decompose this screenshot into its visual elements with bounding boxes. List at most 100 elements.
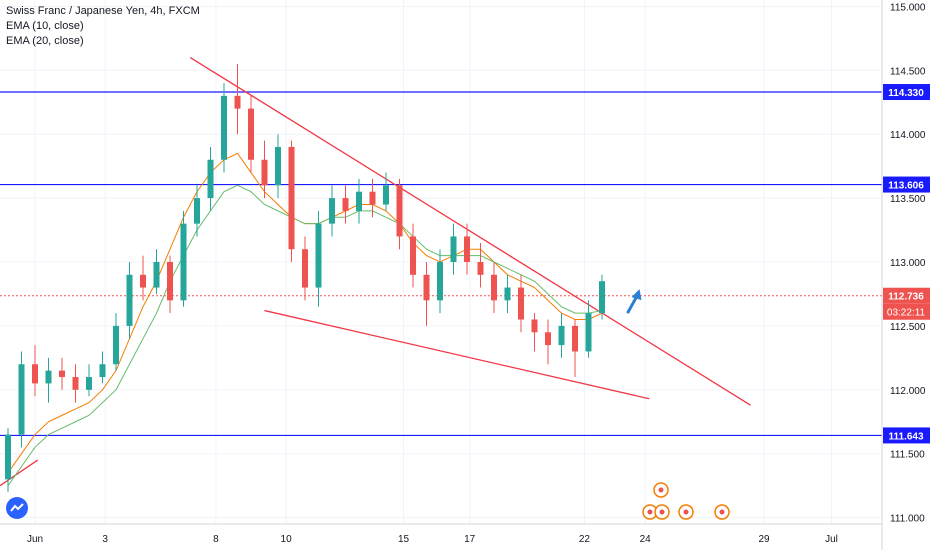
candle-body <box>140 274 146 288</box>
candle-body <box>113 325 119 365</box>
candle-body <box>572 325 578 352</box>
candle-body <box>221 95 227 160</box>
candle-body <box>558 325 565 346</box>
trendlines <box>0 56 751 487</box>
legend-ema10: EMA (10, close) <box>6 20 84 32</box>
y-tick-label: 111.000 <box>890 514 925 525</box>
event-markers <box>642 482 730 520</box>
candle-body <box>356 191 362 211</box>
price-label-box <box>883 427 930 444</box>
candle-body <box>194 198 200 224</box>
candle-body <box>599 281 605 314</box>
candle-body <box>248 108 254 160</box>
price-label-text: 111.643 <box>888 431 923 442</box>
candle-body <box>491 274 497 301</box>
y-tick-label: 114.000 <box>890 130 926 141</box>
price-label-box <box>883 287 930 304</box>
chart-legend: Swiss Franc / Japanese Yen, 4h, FXCM EMA… <box>6 4 200 49</box>
candle-body <box>329 198 335 224</box>
x-tick-label: Jul <box>825 534 838 545</box>
y-tick-label: 114.500 <box>890 66 926 77</box>
event-marker-dot <box>719 509 725 515</box>
candle-body <box>207 159 214 199</box>
tradingview-logo-icon[interactable] <box>6 497 28 519</box>
ema-line-1 <box>7 152 603 474</box>
candle-body <box>5 434 11 480</box>
trendline <box>189 56 751 406</box>
candle-body <box>180 223 187 301</box>
candle-body <box>315 223 322 288</box>
candle-body <box>99 364 106 378</box>
candle-body <box>531 319 538 333</box>
x-tick-label: 29 <box>758 534 770 545</box>
candle-body <box>167 262 173 301</box>
x-tick-label: 3 <box>102 534 108 545</box>
y-tick-label: 112.000 <box>890 386 926 397</box>
candle-body <box>261 159 268 186</box>
candlesticks <box>5 63 605 493</box>
candle-body <box>369 191 376 205</box>
x-tick-label: 22 <box>579 534 591 545</box>
candle-body <box>288 146 295 250</box>
trendline <box>0 459 39 487</box>
candle-body <box>437 262 443 301</box>
x-tick-label: 15 <box>398 534 410 545</box>
price-label-box <box>883 176 930 193</box>
x-tick-label: 17 <box>464 534 476 545</box>
price-label-text: 112.736 <box>888 292 924 303</box>
candle-body <box>18 364 25 435</box>
candle-body <box>423 274 430 301</box>
candle-body <box>302 249 308 288</box>
y-tick-label: 113.500 <box>890 194 926 205</box>
event-marker-dot <box>658 487 664 493</box>
time-axis: Jun 3 8 10 15 17 22 24 29 Jul <box>0 523 882 545</box>
candle-body <box>396 185 403 237</box>
candle-body <box>383 185 389 205</box>
arrow-head <box>631 289 642 301</box>
countdown-box <box>883 303 930 320</box>
price-axis: 115.000 114.500 114.000 113.500 113.000 112.5… <box>881 0 926 550</box>
candle-body <box>275 146 281 186</box>
trendline <box>264 309 650 400</box>
ema-lines <box>7 152 603 486</box>
candle-body <box>450 236 457 262</box>
candle-body <box>234 95 241 109</box>
x-tick-label: 24 <box>640 534 652 545</box>
price-label-box <box>883 84 930 101</box>
candle-body <box>342 198 349 211</box>
candle-body <box>545 332 551 346</box>
price-label-text: 114.330 <box>888 88 924 99</box>
symbol-title: Swiss Franc / Japanese Yen, 4h, FXCM <box>6 5 200 17</box>
price-label-text: 113.606 <box>888 181 924 192</box>
ema-line-2 <box>7 184 603 486</box>
horizontal-levels <box>0 91 882 437</box>
y-tick-label: 115.000 <box>890 2 926 13</box>
event-marker-dot <box>659 509 665 515</box>
candle-body <box>504 287 511 301</box>
candle-body <box>72 377 79 390</box>
event-marker-dot <box>647 509 653 515</box>
event-marker-dot <box>683 509 689 515</box>
x-tick-label: Jun <box>27 534 43 545</box>
candle-body <box>86 377 92 390</box>
candle-body <box>45 370 52 384</box>
x-tick-label: 10 <box>281 534 293 545</box>
candle-body <box>153 262 160 288</box>
candle-body <box>32 364 38 384</box>
y-tick-label: 113.000 <box>890 258 926 269</box>
candle-body <box>126 274 133 326</box>
candle-body <box>518 287 524 320</box>
x-tick-label: 8 <box>213 534 219 545</box>
countdown-text: 03:22:11 <box>887 308 926 319</box>
y-tick-label: 112.500 <box>890 322 926 333</box>
up-arrow-annotation <box>626 289 642 314</box>
y-tick-label: 111.500 <box>890 450 925 461</box>
legend-ema20: EMA (20, close) <box>6 35 84 47</box>
candle-body <box>477 262 484 275</box>
candle-body <box>585 313 592 352</box>
price-labels: 114.330 113.606 111.643 112.736 03:22:11 <box>883 84 930 444</box>
candle-body <box>464 236 470 262</box>
candle-body <box>59 370 65 378</box>
candle-body <box>410 236 416 275</box>
